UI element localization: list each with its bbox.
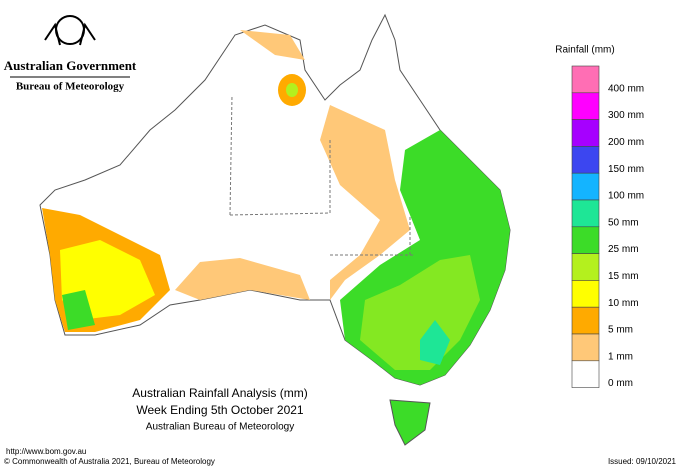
legend-swatch — [571, 226, 600, 254]
government: Australian Government — [4, 58, 137, 73]
rain-zone — [420, 320, 450, 365]
legend-label: 1 mm — [608, 351, 633, 362]
legend-label: 100 mm — [608, 191, 644, 202]
legend-title: Rainfall (mm) — [555, 45, 614, 56]
rain-zone — [360, 255, 480, 370]
state-border — [229, 94, 415, 256]
map — [39, 13, 511, 446]
title: Australian Bureau of Meteorology — [146, 422, 294, 433]
legend-label: 300 mm — [608, 110, 644, 121]
rain-zone — [240, 30, 305, 60]
rain-zone — [62, 290, 95, 330]
legend-label: 10 mm — [608, 298, 639, 309]
legend-swatch — [571, 333, 600, 362]
bureau: Bureau of Meteorology — [16, 81, 125, 93]
url[interactable]: http://www.bom.gov.au — [6, 447, 86, 456]
legend-label: 0 mm — [608, 378, 633, 389]
legend-swatch — [571, 172, 600, 201]
tasmania — [389, 399, 431, 446]
legend-swatch — [571, 306, 600, 335]
legend-swatch — [571, 360, 600, 388]
legend-label: 15 mm — [608, 271, 639, 282]
issued: Issued: 09/10/2021 — [608, 457, 677, 466]
title: Australian Rainfall Analysis (mm) — [132, 386, 307, 400]
legend-label: 150 mm — [608, 164, 644, 175]
crest — [44, 22, 96, 46]
legend-label: 200 mm — [608, 137, 644, 148]
rain-zone — [320, 105, 410, 300]
legend-label: 50 mm — [608, 217, 639, 228]
rain-zone — [175, 258, 310, 300]
copyright: © Commonwealth of Australia 2021, Bureau… — [4, 457, 215, 466]
legend-swatch — [571, 119, 600, 147]
legend-label: 400 mm — [608, 83, 644, 94]
legend-label: 25 mm — [608, 244, 639, 255]
legend: 400 mm 300 mm 200 mm 150 mm 100 mm 50 mm 25 mm… — [571, 65, 644, 389]
rain-zone — [286, 83, 298, 97]
legend-swatch — [571, 253, 600, 281]
legend-swatch — [571, 65, 600, 94]
logo — [44, 15, 96, 46]
legend-swatch — [571, 146, 600, 174]
legend-swatch — [571, 92, 600, 120]
legend-label: 5 mm — [608, 325, 633, 336]
legend-swatch — [571, 280, 600, 308]
legend-swatch — [571, 199, 600, 228]
title: Week Ending 5th October 2021 — [136, 403, 304, 417]
